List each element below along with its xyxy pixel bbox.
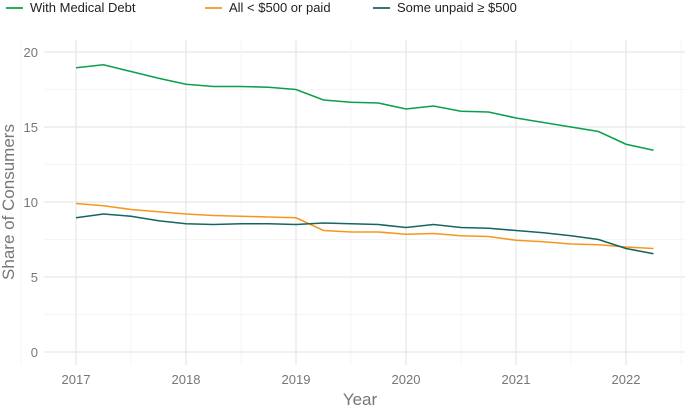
x-tick-label: 2021 bbox=[502, 372, 531, 387]
x-tick-label: 2018 bbox=[172, 372, 201, 387]
x-tick-label: 2020 bbox=[392, 372, 421, 387]
x-tick-label: 2022 bbox=[612, 372, 641, 387]
y-tick-label: 5 bbox=[31, 270, 38, 285]
y-tick-label: 0 bbox=[31, 345, 38, 360]
x-tick-label: 2019 bbox=[282, 372, 311, 387]
series-line-0 bbox=[75, 63, 654, 152]
legend-label-0: With Medical Debt bbox=[30, 0, 136, 15]
x-tick-label: 2017 bbox=[62, 372, 91, 387]
x-axis-label: Year bbox=[343, 390, 378, 407]
y-axis-label: Share of Consumers bbox=[0, 124, 18, 280]
y-tick-label: 20 bbox=[24, 45, 38, 60]
y-tick-label: 10 bbox=[24, 195, 38, 210]
series-line-2 bbox=[75, 213, 654, 255]
legend-label-1: All < $500 or paid bbox=[229, 0, 331, 15]
series-line-1 bbox=[75, 202, 654, 250]
legend-label-2: Some unpaid ≥ $500 bbox=[397, 0, 517, 15]
y-tick-label: 15 bbox=[24, 120, 38, 135]
